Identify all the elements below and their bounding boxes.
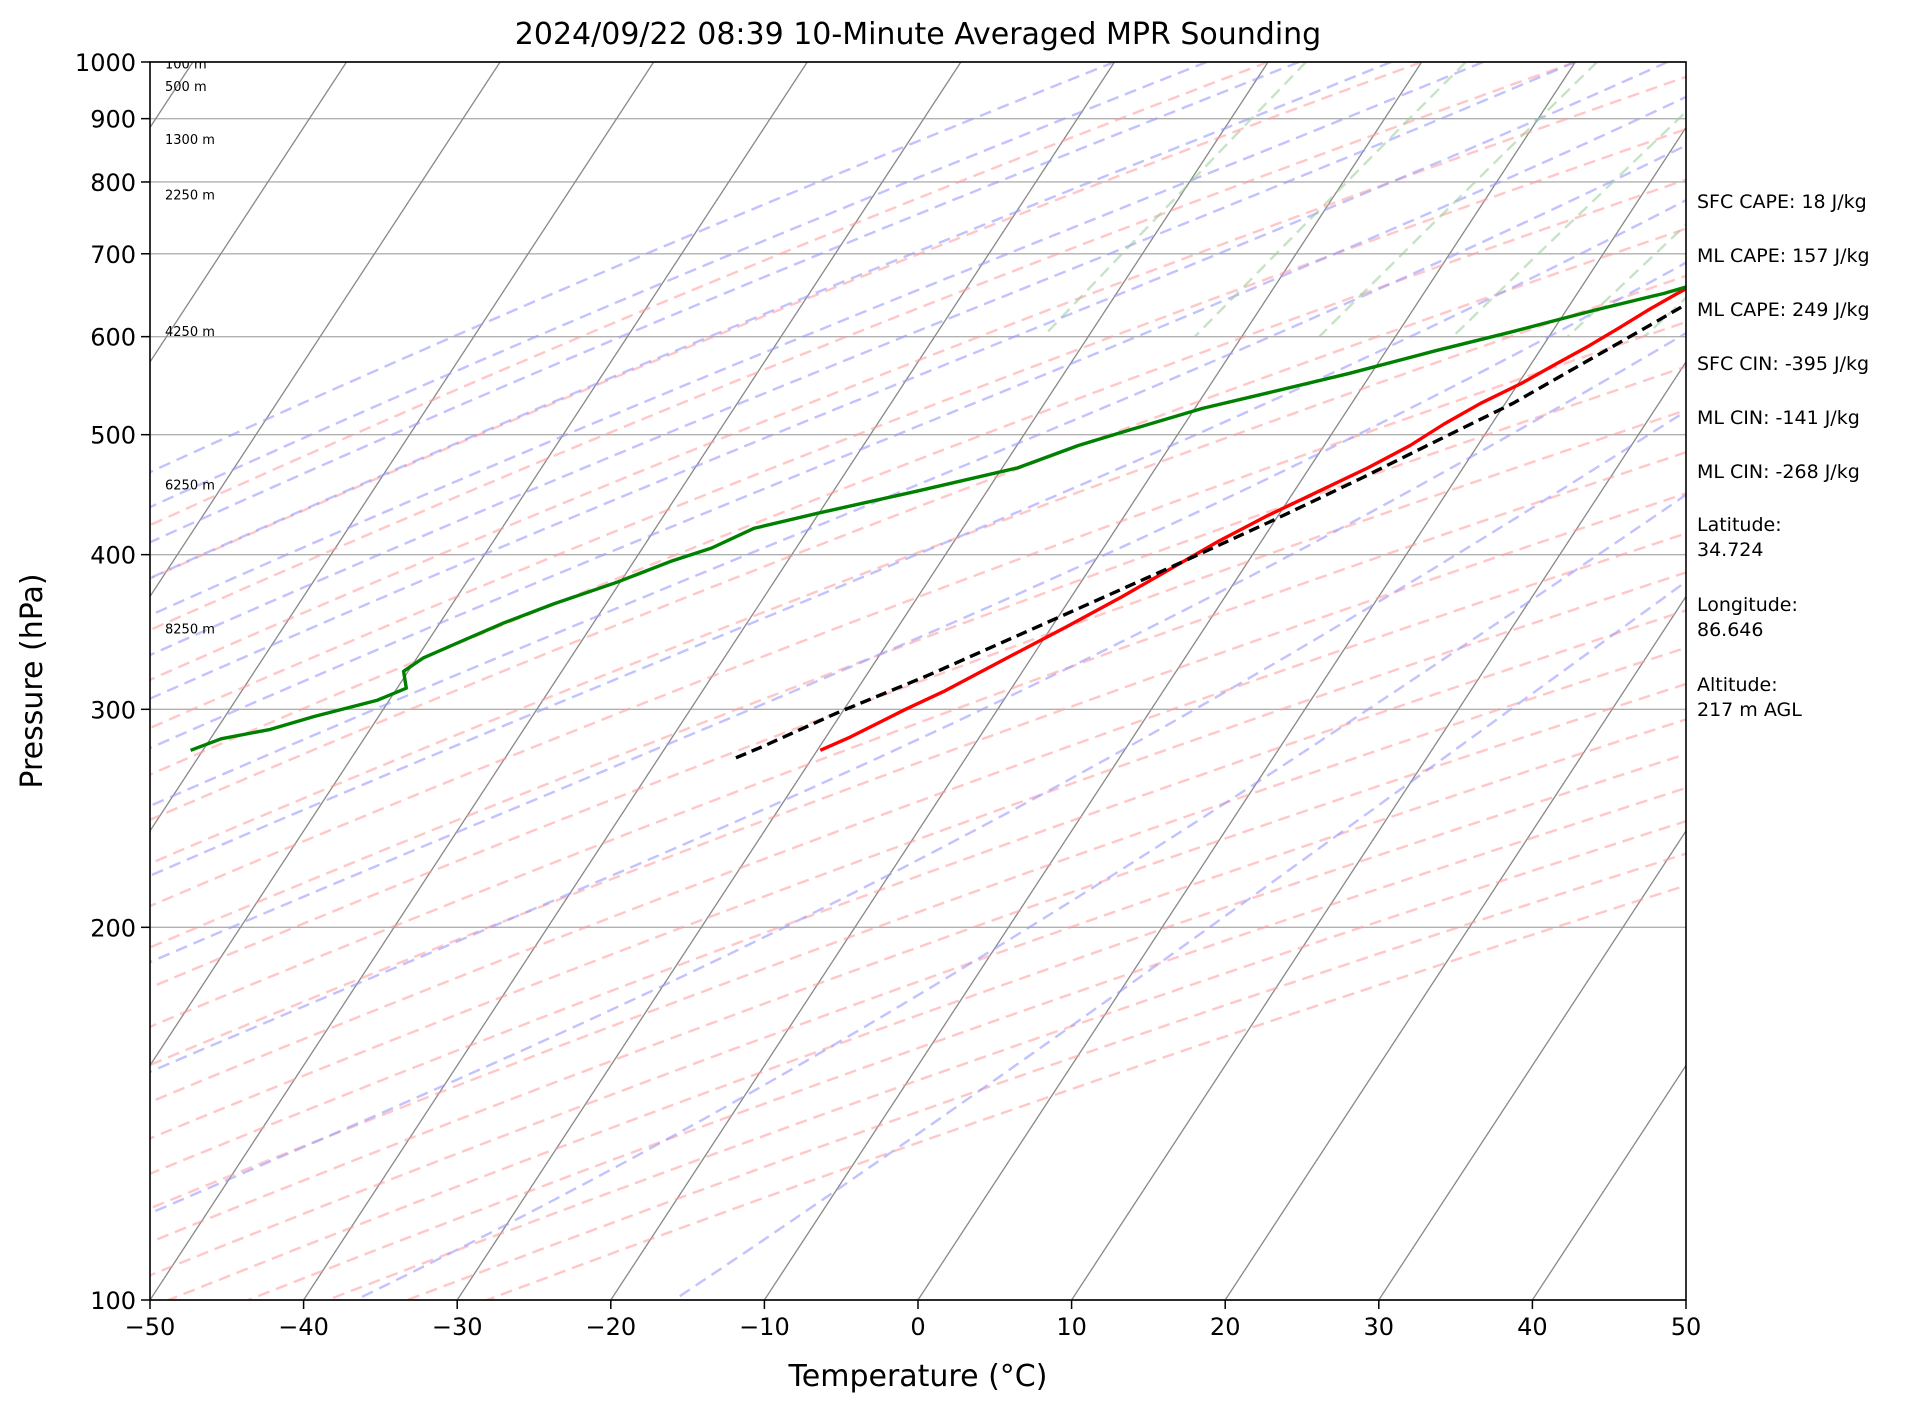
info-text-line: Latitude:	[1697, 514, 1782, 536]
y-axis-ticks: 1000 900 800 700 600 500 400 300 200 100	[75, 49, 150, 1315]
dry-adiabat-line	[150, 62, 1423, 580]
y-tick-label: 600	[90, 324, 136, 352]
isotherm-line	[150, 62, 348, 364]
dry-adiabat-line	[150, 609, 1686, 1176]
dry-adiabat-line	[150, 62, 1576, 632]
isotherm-line	[763, 62, 1576, 1300]
height-label: 1300 m	[165, 133, 215, 148]
isotherm-line	[150, 62, 655, 833]
moist-adiabat-line	[150, 62, 1392, 580]
info-text-line: ML CAPE: 249 J/kg	[1697, 299, 1870, 321]
y-axis-label: Pressure (hPa)	[15, 573, 50, 788]
moist-adiabat-line	[150, 62, 1208, 509]
background-lines	[150, 62, 1686, 1300]
isotherm-line	[1531, 1064, 1686, 1300]
moist-adiabat-line	[150, 62, 1668, 700]
x-tick-label: −30	[432, 1313, 483, 1341]
x-axis-ticks: −50 −40 −30 −20 −10 0 10 20 30 40 50	[125, 1300, 1702, 1341]
dry-adiabat-line	[150, 682, 1686, 1244]
profile-line-2	[734, 302, 1686, 760]
dry-adiabat-line	[247, 786, 1686, 1300]
info-text-line: 217 m AGL	[1697, 699, 1802, 721]
y-tick-label: 900	[90, 106, 136, 134]
x-tick-label: −10	[739, 1313, 790, 1341]
dry-adiabat-line	[150, 227, 1686, 822]
isotherm-line	[917, 126, 1686, 1300]
dry-adiabat-line	[150, 718, 1686, 1277]
dry-adiabat-line	[150, 127, 1686, 730]
x-tick-label: 50	[1671, 1313, 1702, 1341]
x-axis-label: Temperature (°C)	[788, 1359, 1048, 1394]
mixing-ratio-line	[1451, 110, 1686, 338]
moist-adiabat-line	[150, 409, 1686, 1215]
y-tick-label: 300	[90, 696, 136, 724]
y-tick-label: 500	[90, 422, 136, 450]
info-text-line: 86.646	[1697, 619, 1763, 641]
isotherm-line	[456, 62, 1269, 1300]
y-tick-label: 400	[90, 542, 136, 570]
isotherm-line	[1378, 829, 1686, 1300]
moist-adiabat-line	[150, 95, 1686, 750]
dry-adiabat-line	[150, 365, 1686, 949]
info-text-line: Altitude:	[1697, 674, 1778, 696]
sounding-info-panel: SFC CAPE: 18 J/kg ML CAPE: 157 J/kg ML CAP…	[1697, 191, 1870, 721]
x-tick-label: 10	[1056, 1313, 1087, 1341]
height-labels: 100 m 500 m 1300 m 2250 m 4250 m 6250 m 8250 m	[165, 58, 215, 638]
moist-adiabat-line	[150, 62, 1300, 544]
sounding-profiles	[190, 285, 1686, 760]
moist-adiabat-line	[150, 261, 1686, 964]
y-tick-label: 800	[90, 169, 136, 197]
dry-adiabat-line	[150, 274, 1686, 865]
x-tick-label: −40	[278, 1313, 329, 1341]
isotherm-line	[150, 62, 808, 1067]
height-label: 100 m	[165, 58, 207, 73]
info-text-line: SFC CAPE: 18 J/kg	[1697, 191, 1867, 213]
chart-title: 2024/09/22 08:39 10-Minute Averaged MPR …	[515, 17, 1321, 52]
profile-line-1	[190, 285, 1686, 752]
x-tick-label: −50	[125, 1313, 176, 1341]
dry-adiabat-line	[150, 532, 1686, 1104]
info-text-line: ML CIN: -268 J/kg	[1697, 461, 1860, 483]
isotherm-line	[150, 62, 501, 598]
moist-adiabat-line	[150, 331, 1686, 1074]
y-tick-label: 100	[90, 1287, 136, 1315]
isotherm-line	[150, 62, 962, 1300]
mixing-ratio-line	[1318, 62, 1598, 338]
dry-adiabat-line	[150, 451, 1686, 1029]
height-label: 4250 m	[165, 325, 215, 340]
dry-adiabat-line	[150, 646, 1686, 1210]
info-text-line: ML CIN: -141 J/kg	[1697, 407, 1860, 429]
info-text-line: SFC CIN: -395 J/kg	[1697, 353, 1869, 375]
height-label: 500 m	[165, 80, 207, 95]
height-label: 8250 m	[165, 623, 215, 638]
moist-adiabat-line	[150, 144, 1686, 808]
y-tick-label: 200	[90, 914, 136, 942]
x-tick-label: −20	[585, 1313, 636, 1341]
info-text-line: 34.724	[1697, 539, 1763, 561]
x-tick-label: 0	[910, 1313, 925, 1341]
moist-adiabat-line	[150, 62, 1484, 617]
y-tick-label: 1000	[75, 49, 136, 77]
moist-adiabat-line	[150, 62, 1115, 474]
info-text-line: ML CAPE: 157 J/kg	[1697, 245, 1870, 267]
info-text-line: Longitude:	[1697, 594, 1798, 616]
dry-adiabat-line	[150, 178, 1686, 776]
dry-adiabat-line	[150, 62, 1269, 527]
height-label: 6250 m	[165, 478, 215, 493]
x-tick-label: 40	[1517, 1313, 1548, 1341]
mixing-ratio-line	[1194, 62, 1467, 338]
isotherm-line	[610, 62, 1423, 1300]
x-tick-label: 30	[1364, 1313, 1395, 1341]
y-tick-label: 700	[90, 241, 136, 269]
height-label: 2250 m	[165, 189, 215, 204]
x-tick-label: 20	[1210, 1313, 1241, 1341]
isotherm-line	[1224, 595, 1686, 1300]
